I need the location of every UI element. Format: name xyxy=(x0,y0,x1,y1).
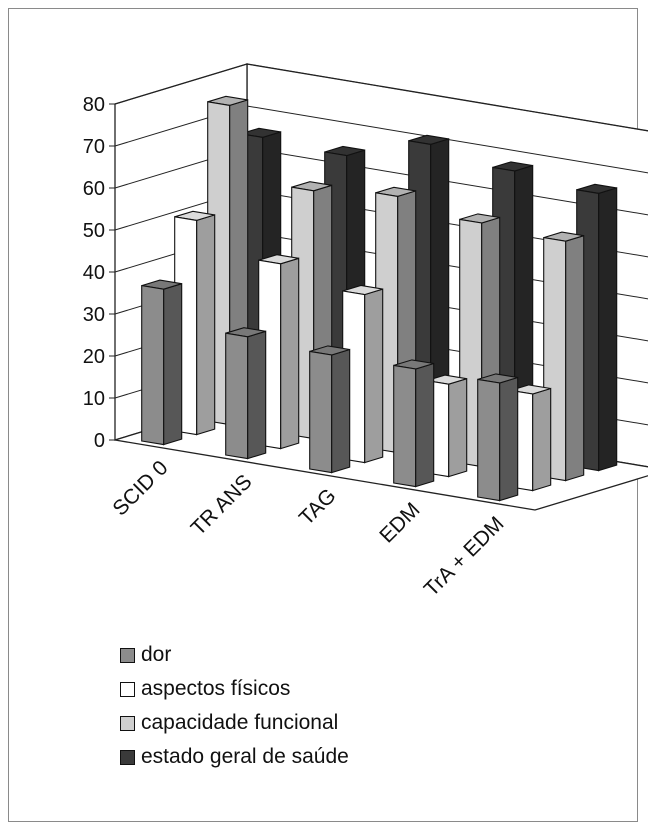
legend-label: aspectos físicos xyxy=(141,677,291,700)
legend-swatch xyxy=(120,715,135,731)
y-axis-ticks: 0 10 20 30 40 50 60 70 80 xyxy=(83,94,115,452)
legend-label: dor xyxy=(141,643,172,666)
y-tick-label: 30 xyxy=(83,304,105,326)
y-tick-label: 40 xyxy=(83,262,105,284)
bar xyxy=(258,254,300,450)
bar xyxy=(309,345,351,474)
bar xyxy=(393,359,435,488)
bar xyxy=(225,327,267,460)
legend-item: aspectos físicos xyxy=(120,672,349,706)
legend-label: capacidade funcional xyxy=(141,711,339,734)
y-tick-label: 60 xyxy=(83,178,105,200)
x-tick-label: EDM xyxy=(375,498,424,547)
legend-label: estado geral de saúde xyxy=(141,745,349,768)
legend-swatch xyxy=(120,647,135,663)
y-tick-label: 10 xyxy=(83,388,105,410)
x-tick-label: TrA + EDM xyxy=(420,512,509,601)
y-tick-label: 0 xyxy=(94,430,105,452)
x-tick-label: TAG xyxy=(295,484,341,530)
bar xyxy=(141,279,183,446)
y-tick-label: 80 xyxy=(83,94,105,116)
legend-swatch xyxy=(120,681,135,697)
legend: dor aspectos físicos capacidade funcional e… xyxy=(120,638,349,774)
legend-item: dor xyxy=(120,638,349,672)
bars xyxy=(141,95,618,502)
bar-chart-3d: 0 10 20 30 40 50 60 70 80 SCID 0 TR ANS TAG EDMTrA … xyxy=(83,63,648,601)
legend-item: capacidade funcional xyxy=(120,706,349,740)
y-tick-label: 20 xyxy=(83,346,105,368)
x-tick-label: TR ANS xyxy=(187,470,257,540)
y-tick-label: 50 xyxy=(83,220,105,242)
legend-swatch xyxy=(120,749,135,765)
bar xyxy=(477,373,519,502)
x-tick-label: SCID 0 xyxy=(108,456,172,520)
gridline xyxy=(114,63,648,132)
y-tick-label: 70 xyxy=(83,136,105,158)
legend-item: estado geral de saúde xyxy=(120,740,349,774)
